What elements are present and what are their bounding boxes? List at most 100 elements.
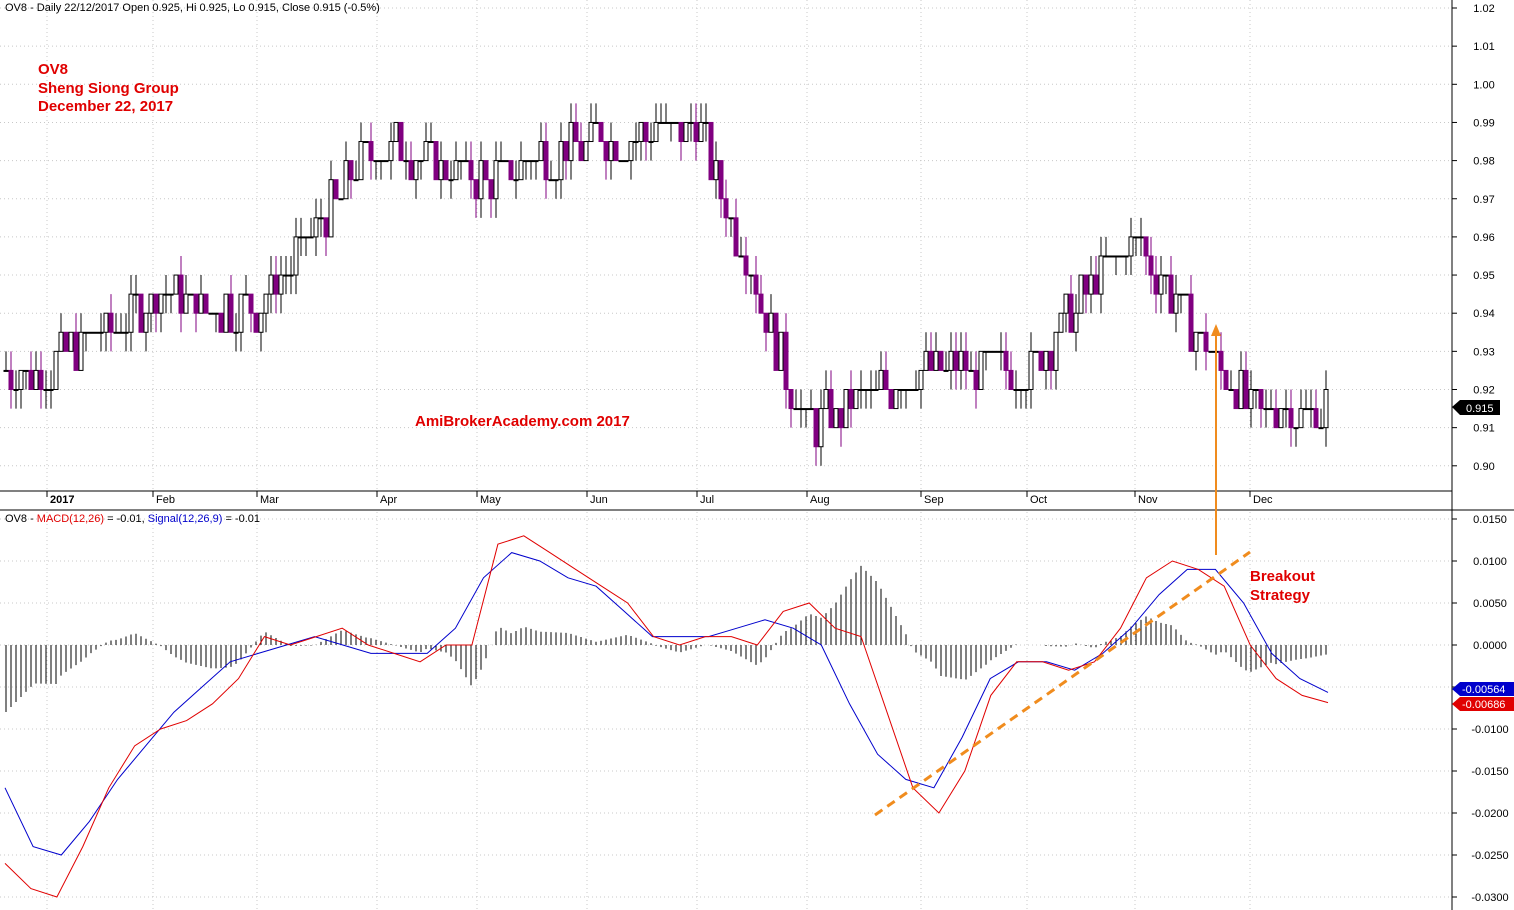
candle-body: [628, 141, 634, 162]
candle-body: [298, 236, 304, 239]
candle-body: [478, 160, 484, 200]
candle-body: [733, 217, 739, 257]
month-label: Jun: [590, 494, 608, 506]
candle-body: [1223, 369, 1229, 390]
candle-body: [358, 141, 364, 181]
candle-body: [353, 179, 359, 182]
candle-body: [418, 160, 424, 163]
candle-body: [188, 293, 194, 296]
macd-header: OV8 - MACD(12,26) = -0.01, Signal(12,26,…: [5, 513, 260, 525]
candle-body: [143, 312, 149, 333]
candle-body: [13, 389, 19, 391]
candle-body: [1053, 331, 1059, 371]
candle-body: [623, 160, 629, 163]
macd-tick-label: -0.0150: [1471, 766, 1508, 778]
candle-body: [498, 160, 504, 163]
candle-body: [598, 121, 604, 143]
candle-body: [673, 121, 679, 124]
candle-body: [313, 217, 319, 238]
candle-body: [638, 121, 644, 143]
candle-body: [783, 331, 789, 390]
candle-body: [573, 121, 579, 143]
candle-body: [318, 217, 324, 220]
breakout-arrowhead: [1211, 324, 1221, 336]
candle-body: [813, 408, 819, 448]
candle-body: [508, 160, 514, 181]
candle-body: [48, 389, 54, 391]
candle-body: [1183, 293, 1189, 296]
price-tick-label: 0.95: [1473, 270, 1494, 282]
macd-header-macd-value: = -0.01,: [104, 513, 148, 525]
candle-body: [423, 141, 429, 162]
price-tick-label: 0.92: [1473, 385, 1494, 397]
candle-body: [1073, 312, 1079, 333]
candle-body: [338, 198, 344, 201]
candle-body: [1063, 293, 1069, 314]
candle-body: [528, 160, 534, 163]
macd-tick-label: -0.0250: [1471, 850, 1508, 862]
candle-body: [1138, 236, 1144, 239]
candle-body: [473, 179, 479, 200]
candle-body: [403, 160, 409, 163]
candle-body: [1193, 331, 1199, 352]
candle-body: [788, 389, 794, 410]
candle-body: [1288, 408, 1294, 429]
candle-body: [1038, 350, 1044, 371]
candle-body: [953, 350, 959, 371]
candle-body: [1203, 331, 1209, 352]
candle-body: [1228, 389, 1234, 391]
macd-tick-label: 0.0150: [1473, 514, 1507, 526]
macd-histogram: [5, 565, 1327, 713]
candle-body: [848, 389, 854, 410]
candle-body: [928, 350, 934, 371]
candle-body: [823, 389, 829, 410]
month-label: Sep: [924, 494, 944, 506]
candle-body: [88, 331, 94, 334]
candle-body: [708, 121, 714, 181]
candle-body: [833, 408, 839, 429]
candle-body: [1298, 408, 1304, 429]
candle-body: [1323, 389, 1329, 429]
candle-body: [293, 236, 299, 276]
candle-body: [108, 312, 114, 333]
candle-body: [958, 350, 964, 371]
candle-body: [458, 160, 464, 163]
candle-body: [198, 293, 204, 314]
candle-body: [808, 408, 814, 411]
candle-body: [1313, 408, 1319, 429]
candle-body: [948, 350, 954, 371]
candle-body: [1033, 350, 1039, 353]
candle-body: [618, 160, 624, 163]
macd-tick-label: -0.0100: [1471, 724, 1508, 736]
price-tick-label: 0.96: [1473, 232, 1494, 244]
candle-body: [753, 274, 759, 295]
candle-body: [233, 331, 239, 334]
candle-body: [543, 141, 549, 181]
candle-body: [1143, 236, 1149, 257]
candle-body: [208, 312, 214, 315]
candle-body: [1043, 350, 1049, 371]
annotation-date: December 22, 2017: [38, 98, 173, 115]
candle-body: [398, 121, 404, 162]
candle-body: [1243, 369, 1249, 410]
candle-body: [558, 141, 564, 181]
candle-body: [858, 389, 864, 391]
candle-body: [68, 331, 74, 352]
candle-body: [843, 389, 849, 429]
candle-body: [1178, 293, 1184, 296]
candle-body: [63, 331, 69, 352]
candle-body: [1198, 331, 1204, 334]
candle-body: [153, 293, 159, 314]
candle-body: [688, 121, 694, 124]
candle-body: [113, 331, 119, 334]
candle-body: [648, 141, 654, 144]
candle-body: [898, 389, 904, 391]
candle-body: [1303, 408, 1309, 411]
candle-body: [988, 350, 994, 353]
candle-body: [718, 160, 724, 200]
month-label: 2017: [50, 494, 74, 506]
candle-body: [523, 160, 529, 163]
candle-body: [693, 121, 699, 143]
candle-body: [168, 293, 174, 296]
